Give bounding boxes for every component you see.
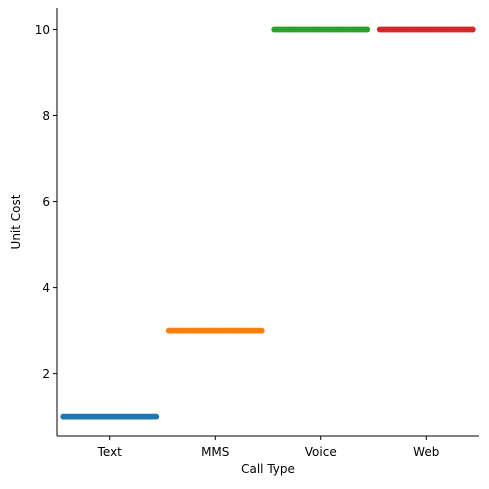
point-mms — [258, 327, 265, 334]
point-web — [469, 26, 476, 33]
y-tick-label: 8 — [42, 109, 50, 123]
y-tick-label: 10 — [35, 23, 50, 37]
x-tick-label: Voice — [305, 445, 337, 459]
y-axis-label: Unit Cost — [9, 194, 23, 249]
x-tick-label: Text — [97, 445, 123, 459]
point-voice — [364, 26, 371, 33]
x-axis-label: Call Type — [241, 462, 295, 476]
x-axis-ticks: Text MMS Voice Web — [97, 436, 439, 459]
data-points — [60, 26, 476, 420]
x-tick-label: Web — [413, 445, 439, 459]
y-axis-ticks: 2 4 6 8 10 — [35, 23, 57, 381]
x-tick-label: MMS — [201, 445, 229, 459]
y-tick-label: 2 — [42, 367, 50, 381]
y-tick-label: 6 — [42, 195, 50, 209]
point-text — [153, 413, 160, 420]
y-tick-label: 4 — [42, 281, 50, 295]
